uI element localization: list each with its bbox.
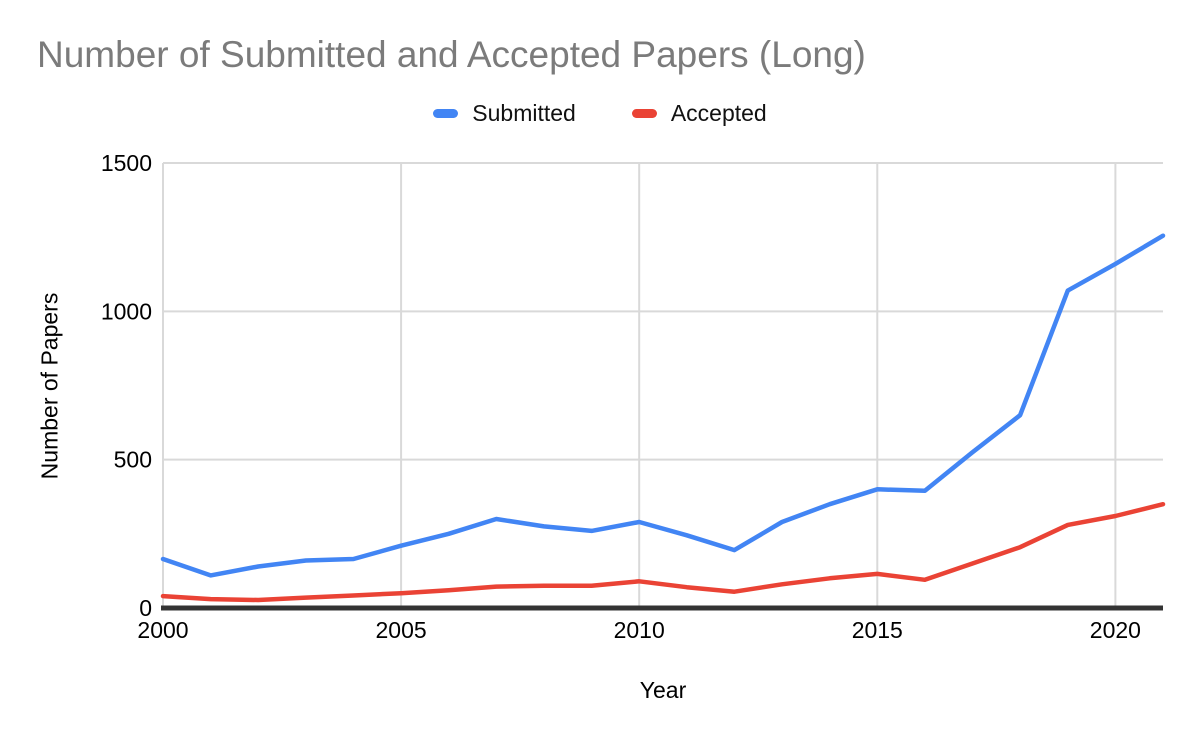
y-tick-label: 1500	[101, 150, 152, 176]
x-tick-label: 2020	[1090, 617, 1141, 643]
legend-swatch-accepted-icon	[631, 108, 657, 118]
legend-item-accepted: Accepted	[631, 99, 767, 127]
series-line-accepted	[160, 501, 1166, 603]
x-tick-label: 2005	[376, 617, 427, 643]
legend: Submitted Accepted	[0, 99, 1200, 127]
legend-label-submitted: Submitted	[472, 99, 576, 126]
y-tick-label: 500	[114, 447, 152, 473]
legend-item-submitted: Submitted	[433, 100, 576, 127]
legend-label-accepted: Accepted	[670, 99, 767, 126]
y-tick-label: 1000	[101, 298, 152, 324]
x-tick-label: 2000	[137, 617, 188, 643]
series-line-submitted	[160, 233, 1166, 578]
x-tick-label: 2015	[852, 617, 903, 643]
x-axis-title: Year	[639, 677, 687, 703]
chart-title: Number of Submitted and Accepted Papers …	[37, 34, 866, 75]
y-tick-label: 0	[139, 595, 152, 621]
x-tick-label: 2010	[614, 617, 665, 643]
legend-swatch-submitted-icon	[433, 108, 459, 118]
